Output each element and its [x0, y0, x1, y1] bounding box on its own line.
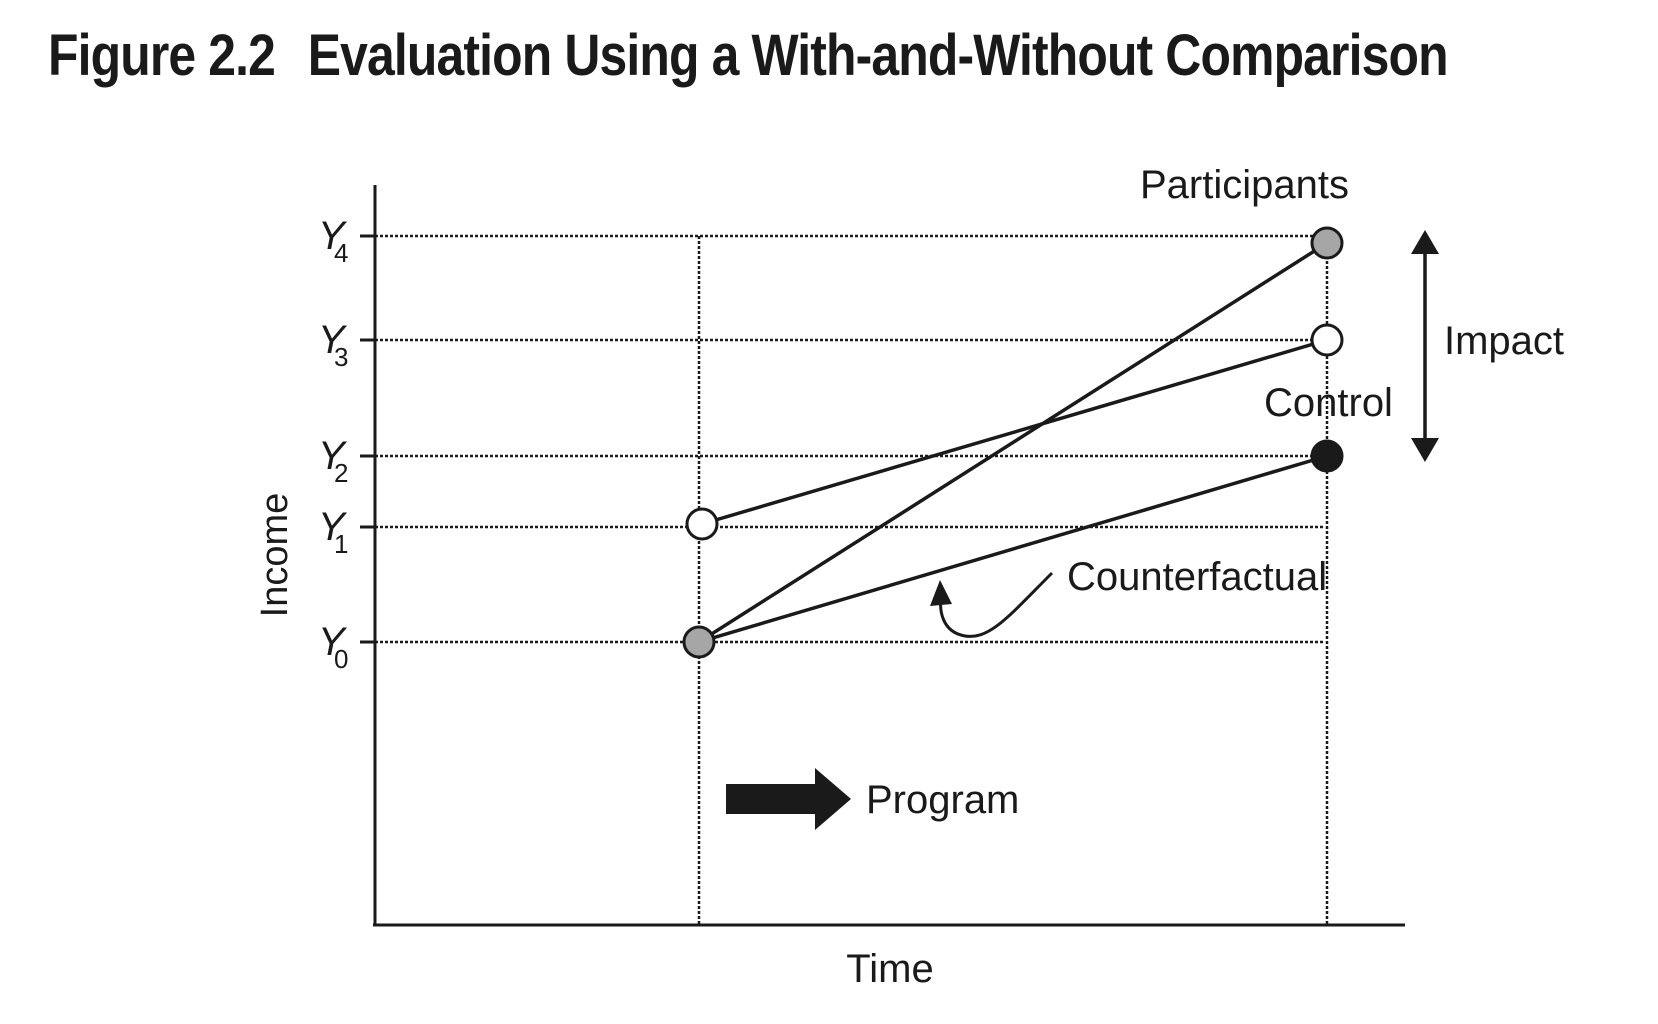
y-tick-label-1: Y — [318, 505, 348, 549]
participants-line — [698, 241, 1328, 644]
figure-number: Figure 2.2 — [48, 23, 276, 88]
y-tick-label-2: Y — [318, 434, 348, 478]
y-tick-label-4: Y — [318, 214, 348, 258]
impact-label: Impact — [1444, 319, 1564, 363]
counterfactual-end-marker — [1310, 439, 1344, 473]
y-tick-label-1-sub: 1 — [334, 529, 348, 559]
y-tick-label-4-sub: 4 — [334, 238, 348, 268]
program-arrow-icon — [726, 768, 851, 830]
control-line — [701, 338, 1328, 526]
control-start-marker — [685, 507, 719, 541]
control-end-marker — [1310, 323, 1344, 357]
counterfactual-pointer-arrow — [930, 571, 1054, 638]
y-tick-label-3: Y — [318, 318, 348, 362]
participants-start-marker — [682, 625, 716, 659]
control-label: Control — [1264, 381, 1393, 425]
participants-label: Participants — [1140, 163, 1349, 207]
y-axis-label: Income — [254, 493, 296, 618]
program-label: Program — [866, 778, 1019, 822]
y-tick-label-2-sub: 2 — [334, 458, 348, 488]
x-axis-label: Time — [846, 947, 933, 991]
counterfactual-label: Counterfactual — [1067, 555, 1327, 599]
y-tick-label-0: Y — [318, 620, 348, 664]
figure-caption: Evaluation Using a With-and-Without Comp… — [307, 23, 1449, 88]
y-tick-label-0-sub: 0 — [334, 644, 348, 674]
y-tick-label-3-sub: 3 — [334, 342, 348, 372]
impact-arrow — [1411, 230, 1439, 462]
participants-end-marker — [1310, 226, 1344, 260]
counterfactual-line — [698, 454, 1328, 644]
figure-title: Figure 2.2 Evaluation Using a With-and-Wi… — [48, 22, 1449, 89]
